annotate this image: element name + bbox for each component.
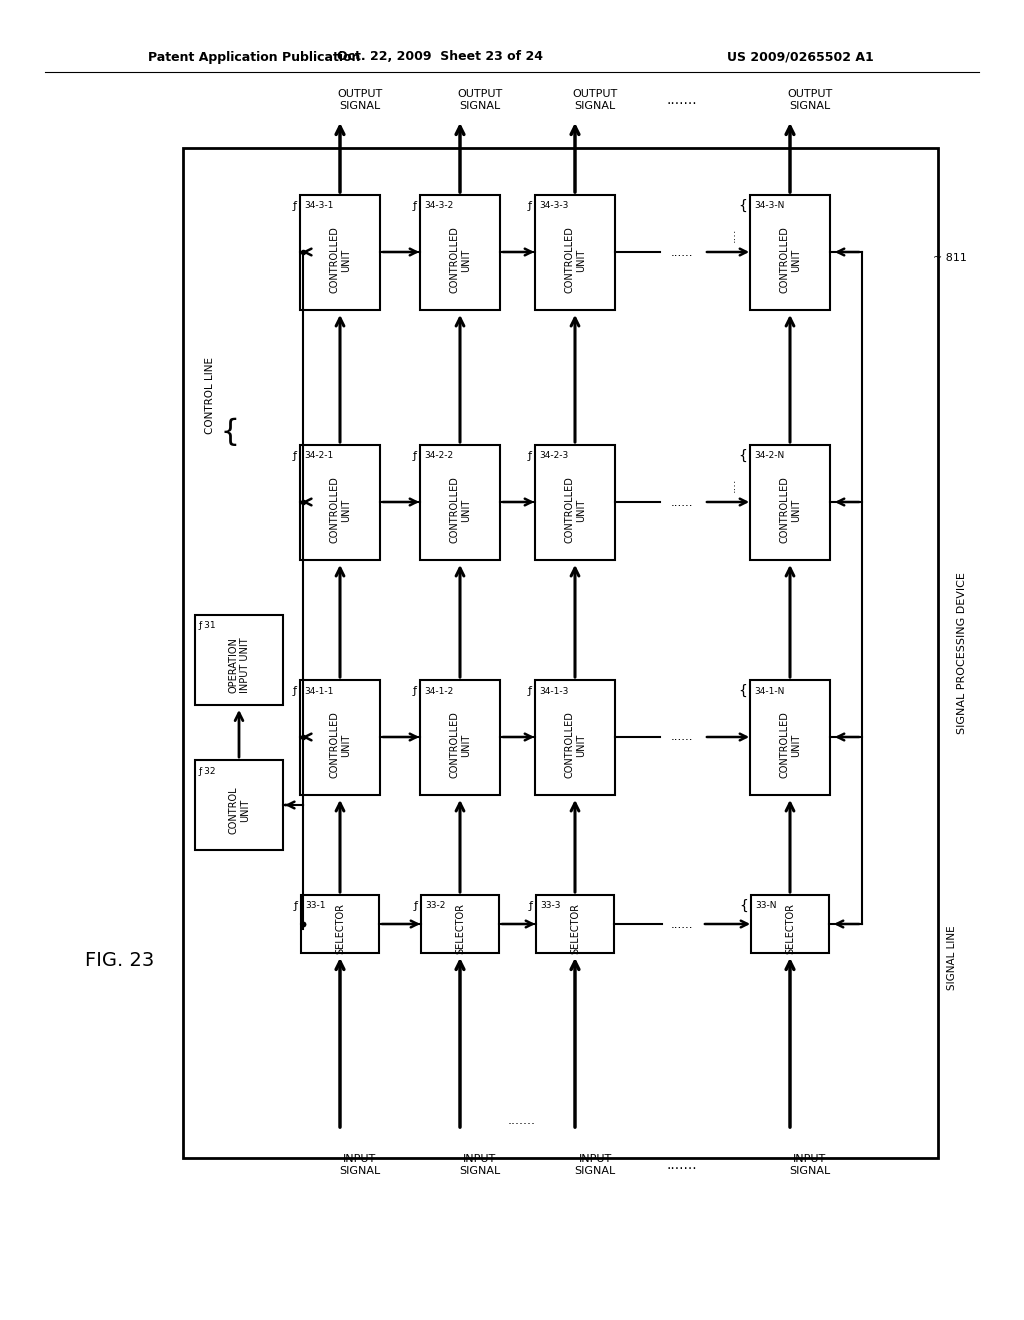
Text: SELECTOR: SELECTOR [785,903,795,954]
Bar [750,680,830,795]
Bar [195,760,283,850]
Text: CONTROL LINE: CONTROL LINE [205,356,215,433]
Text: CONTROLLED
UNIT: CONTROLLED UNIT [779,477,801,544]
Bar [420,680,500,795]
Text: ƒ: ƒ [293,451,297,461]
Text: {: { [738,449,746,463]
Text: 34-2-3: 34-2-3 [539,451,568,461]
Text: 34-1-1: 34-1-1 [304,686,334,696]
Text: SELECTOR: SELECTOR [570,903,580,954]
Text: ....: .... [727,478,737,492]
Text: ƒ: ƒ [294,902,298,911]
Text: 34-3-2: 34-3-2 [424,202,454,210]
Text: ƒ: ƒ [413,201,417,211]
Bar [420,195,500,310]
Text: 34-3-3: 34-3-3 [539,202,568,210]
Text: CONTROLLED
UNIT: CONTROLLED UNIT [329,477,351,544]
Bar [535,445,615,560]
Text: FIG. 23: FIG. 23 [85,950,155,969]
Text: {: { [738,684,746,698]
Text: OUTPUT
SIGNAL: OUTPUT SIGNAL [337,90,383,111]
Bar [195,615,283,705]
Text: SIGNAL LINE: SIGNAL LINE [947,925,957,990]
Text: ƒ: ƒ [413,451,417,461]
Text: ƒ: ƒ [293,686,297,696]
Text: SELECTOR: SELECTOR [455,903,465,954]
Text: OUTPUT
SIGNAL: OUTPUT SIGNAL [787,90,833,111]
Text: CONTROLLED
UNIT: CONTROLLED UNIT [329,711,351,779]
Text: {: { [739,899,748,913]
Text: 33-N: 33-N [755,902,776,911]
Text: ƒ 32: ƒ 32 [199,767,216,776]
Text: ƒ: ƒ [528,451,532,461]
Text: OUTPUT
SIGNAL: OUTPUT SIGNAL [458,90,503,111]
Text: ....: .... [727,228,737,243]
Text: SELECTOR: SELECTOR [335,903,345,954]
Text: CONTROLLED
UNIT: CONTROLLED UNIT [564,477,586,544]
Text: 34-2-2: 34-2-2 [424,451,454,461]
Text: ƒ: ƒ [529,902,534,911]
Text: 34-1-3: 34-1-3 [539,686,568,696]
Text: 34-1-N: 34-1-N [754,686,784,696]
Bar [183,148,938,1158]
Text: Oct. 22, 2009  Sheet 23 of 24: Oct. 22, 2009 Sheet 23 of 24 [337,50,543,63]
Text: ......: ...... [671,246,693,259]
Text: CONTROLLED
UNIT: CONTROLLED UNIT [329,227,351,293]
Text: CONTROL
UNIT: CONTROL UNIT [228,787,250,834]
Text: ƒ: ƒ [293,201,297,211]
Text: OUTPUT
SIGNAL: OUTPUT SIGNAL [572,90,617,111]
Text: 34-3-1: 34-3-1 [304,202,334,210]
Bar [300,195,380,310]
Text: ......: ...... [671,495,693,508]
Text: 33-3: 33-3 [540,902,560,911]
Text: SIGNAL PROCESSING DEVICE: SIGNAL PROCESSING DEVICE [957,572,967,734]
Bar [750,195,830,310]
Text: CONTROLLED
UNIT: CONTROLLED UNIT [450,711,471,779]
Text: .......: ....... [667,1158,697,1172]
Text: CONTROLLED
UNIT: CONTROLLED UNIT [450,227,471,293]
Text: US 2009/0265502 A1: US 2009/0265502 A1 [727,50,873,63]
Text: CONTROLLED
UNIT: CONTROLLED UNIT [564,227,586,293]
Text: INPUT
SIGNAL: INPUT SIGNAL [574,1154,615,1176]
Bar [300,445,380,560]
Text: 34-2-N: 34-2-N [754,451,784,461]
Text: 34-1-2: 34-1-2 [424,686,454,696]
Text: ƒ: ƒ [528,686,532,696]
Text: INPUT
SIGNAL: INPUT SIGNAL [790,1154,830,1176]
Text: 34-2-1: 34-2-1 [304,451,333,461]
Text: ƒ: ƒ [413,686,417,696]
Text: CONTROLLED
UNIT: CONTROLLED UNIT [779,711,801,779]
Text: CONTROLLED
UNIT: CONTROLLED UNIT [564,711,586,779]
Text: }: } [214,416,233,445]
Bar [750,445,830,560]
Text: .......: ....... [667,92,697,107]
Text: ƒ: ƒ [414,902,418,911]
Bar [536,895,614,953]
Text: 33-1: 33-1 [305,902,326,911]
Text: INPUT
SIGNAL: INPUT SIGNAL [460,1154,501,1176]
Text: ƒ 31: ƒ 31 [199,622,217,631]
Text: ƒ: ƒ [528,201,532,211]
Text: {: { [738,199,746,213]
Bar [420,445,500,560]
Text: INPUT
SIGNAL: INPUT SIGNAL [339,1154,381,1176]
Text: 34-3-N: 34-3-N [754,202,784,210]
Text: OPERATION
INPUT UNIT: OPERATION INPUT UNIT [228,638,250,693]
Bar [751,895,829,953]
Text: ......: ...... [671,730,693,743]
Bar [301,895,379,953]
Text: CONTROLLED
UNIT: CONTROLLED UNIT [779,227,801,293]
Text: 33-2: 33-2 [425,902,445,911]
Bar [300,680,380,795]
Text: ~ 811: ~ 811 [933,253,967,263]
Bar [421,895,499,953]
Bar [535,680,615,795]
Text: Patent Application Publication: Patent Application Publication [148,50,360,63]
Text: CONTROLLED
UNIT: CONTROLLED UNIT [450,477,471,544]
Bar [535,195,615,310]
Text: ......: ...... [671,917,693,931]
Text: .......: ....... [508,1114,536,1126]
